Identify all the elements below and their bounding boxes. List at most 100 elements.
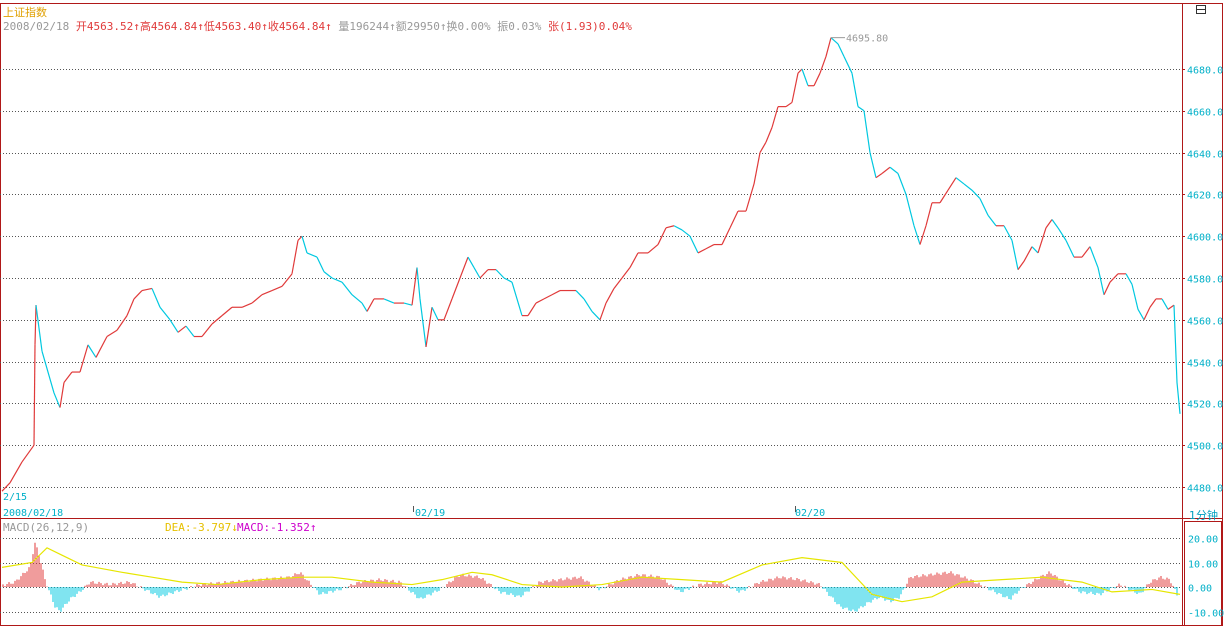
price-segment	[416, 267, 421, 299]
open-label: 开	[75, 20, 87, 33]
price-segment	[177, 325, 187, 333]
up-arrow-icon: ↑	[309, 521, 317, 534]
price-segment	[591, 311, 601, 321]
price-segment	[621, 267, 631, 279]
price-segment	[801, 68, 809, 86]
dea-line	[1, 547, 1181, 603]
dea-readout: DEA:-3.797↓	[165, 521, 238, 534]
price-segment	[797, 68, 803, 74]
price-segment	[575, 290, 585, 300]
price-segment	[59, 382, 65, 408]
price-segment	[33, 344, 36, 446]
price-segment	[503, 277, 513, 283]
header-date: 2008/02/18	[3, 20, 70, 33]
price-segment	[939, 189, 949, 204]
price-segment	[34, 305, 37, 345]
price-segment	[431, 307, 439, 321]
price-segment	[316, 256, 325, 272]
price-segment	[1125, 273, 1133, 285]
macd-header: MACD(26,12,9)	[3, 521, 89, 534]
price-segment	[830, 37, 839, 45]
price-segment	[1143, 307, 1151, 321]
macd-y-tick-label: 0.00	[1188, 584, 1212, 595]
price-segment	[1031, 246, 1039, 254]
price-segment	[297, 235, 303, 241]
arrow-icon: ↑	[261, 20, 268, 33]
price-segment	[451, 277, 461, 300]
price-segment	[479, 269, 489, 279]
price-segment	[947, 177, 957, 191]
price-segment	[729, 210, 739, 229]
down-arrow-icon: ↓	[231, 521, 238, 534]
x-tick-label: 2/15	[3, 492, 27, 503]
price-segment	[79, 344, 89, 373]
price-segment	[543, 294, 553, 300]
y-tick-label: 4480.0	[1187, 484, 1223, 495]
price-segment	[185, 325, 195, 337]
price-segment	[583, 298, 593, 312]
price-segment	[1173, 305, 1178, 383]
arrow-icon: ↑	[133, 20, 140, 33]
y-tick-label: 4540.0	[1187, 359, 1223, 370]
low-value: 4563.40	[214, 20, 262, 33]
price-segment	[925, 202, 933, 226]
price-segment	[116, 315, 128, 331]
price-segment	[291, 240, 299, 274]
price-segment	[351, 294, 363, 304]
price-segment	[331, 277, 343, 283]
price-segment	[759, 141, 767, 153]
price-segment	[211, 315, 223, 325]
price-segment	[63, 371, 73, 383]
price-segment	[837, 43, 845, 57]
price-segment	[605, 288, 615, 304]
macd-value: -1.352	[270, 521, 310, 534]
macd-label: MACD	[237, 521, 264, 534]
price-segment	[467, 256, 475, 268]
price-segment	[745, 183, 755, 212]
timeframe-button[interactable]: 1分钟	[1189, 507, 1218, 523]
price-segment	[689, 235, 699, 254]
price-segment	[1167, 304, 1175, 310]
index-name: 上证指数	[3, 6, 47, 19]
header-row-title: 上证指数	[3, 4, 47, 20]
amplitude-value: 0.03%	[508, 20, 542, 33]
price-segment	[919, 225, 927, 245]
price-segment	[913, 225, 921, 245]
price-segment	[21, 444, 35, 463]
macd-title: MACD	[3, 521, 30, 534]
macd-y-tick-label: 20.00	[1188, 535, 1218, 546]
price-segment	[1109, 273, 1119, 283]
price-segment	[881, 166, 891, 174]
high-value: 4564.84	[150, 20, 198, 33]
price-segment	[647, 244, 659, 254]
y-tick-label: 4660.0	[1187, 108, 1223, 119]
price-segment	[1, 482, 11, 492]
amount-value: 29950	[406, 20, 440, 33]
price-segment	[657, 227, 667, 245]
price-segment	[443, 298, 453, 321]
price-segment	[201, 323, 213, 337]
x-tick-label: 2008/02/18	[3, 508, 63, 519]
price-segment	[411, 267, 418, 306]
price-segment	[1051, 219, 1059, 229]
price-segment	[673, 225, 683, 231]
price-segment	[785, 101, 793, 108]
arrow-icon: ↑	[439, 20, 447, 33]
timeframe-label: 1分钟	[1189, 509, 1218, 522]
macd-readout: MACD:-1.352↑	[237, 521, 317, 534]
price-segment	[361, 302, 368, 312]
turnover-value: 0.00%	[457, 20, 491, 33]
volume-label: 量	[338, 20, 350, 33]
header-row-ohlc: 2008/02/18 开4563.52↑高4564.84↑低4563.40↑收4…	[3, 18, 632, 34]
arrow-icon: ↑	[389, 20, 396, 33]
price-segment	[705, 244, 715, 250]
price-segment	[261, 289, 273, 296]
low-label: 低	[203, 20, 215, 33]
price-segment	[95, 336, 108, 358]
price-segment	[1149, 298, 1157, 308]
window-toggle-icon[interactable]	[1196, 5, 1206, 14]
price-segment	[971, 189, 981, 199]
x-tick-label: 02/19	[415, 508, 445, 519]
arrow-icon: ↑	[325, 20, 332, 33]
